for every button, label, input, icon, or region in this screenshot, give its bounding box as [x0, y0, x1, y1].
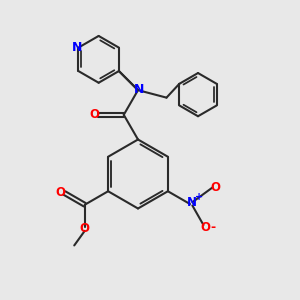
- Text: N: N: [187, 196, 196, 209]
- Text: O: O: [90, 108, 100, 121]
- Text: +: +: [195, 192, 203, 203]
- Text: O: O: [80, 222, 90, 235]
- Text: O: O: [200, 220, 210, 234]
- Text: -: -: [210, 221, 215, 235]
- Text: O: O: [211, 181, 220, 194]
- Text: N: N: [72, 41, 82, 54]
- Text: O: O: [56, 186, 66, 199]
- Text: N: N: [134, 83, 144, 96]
